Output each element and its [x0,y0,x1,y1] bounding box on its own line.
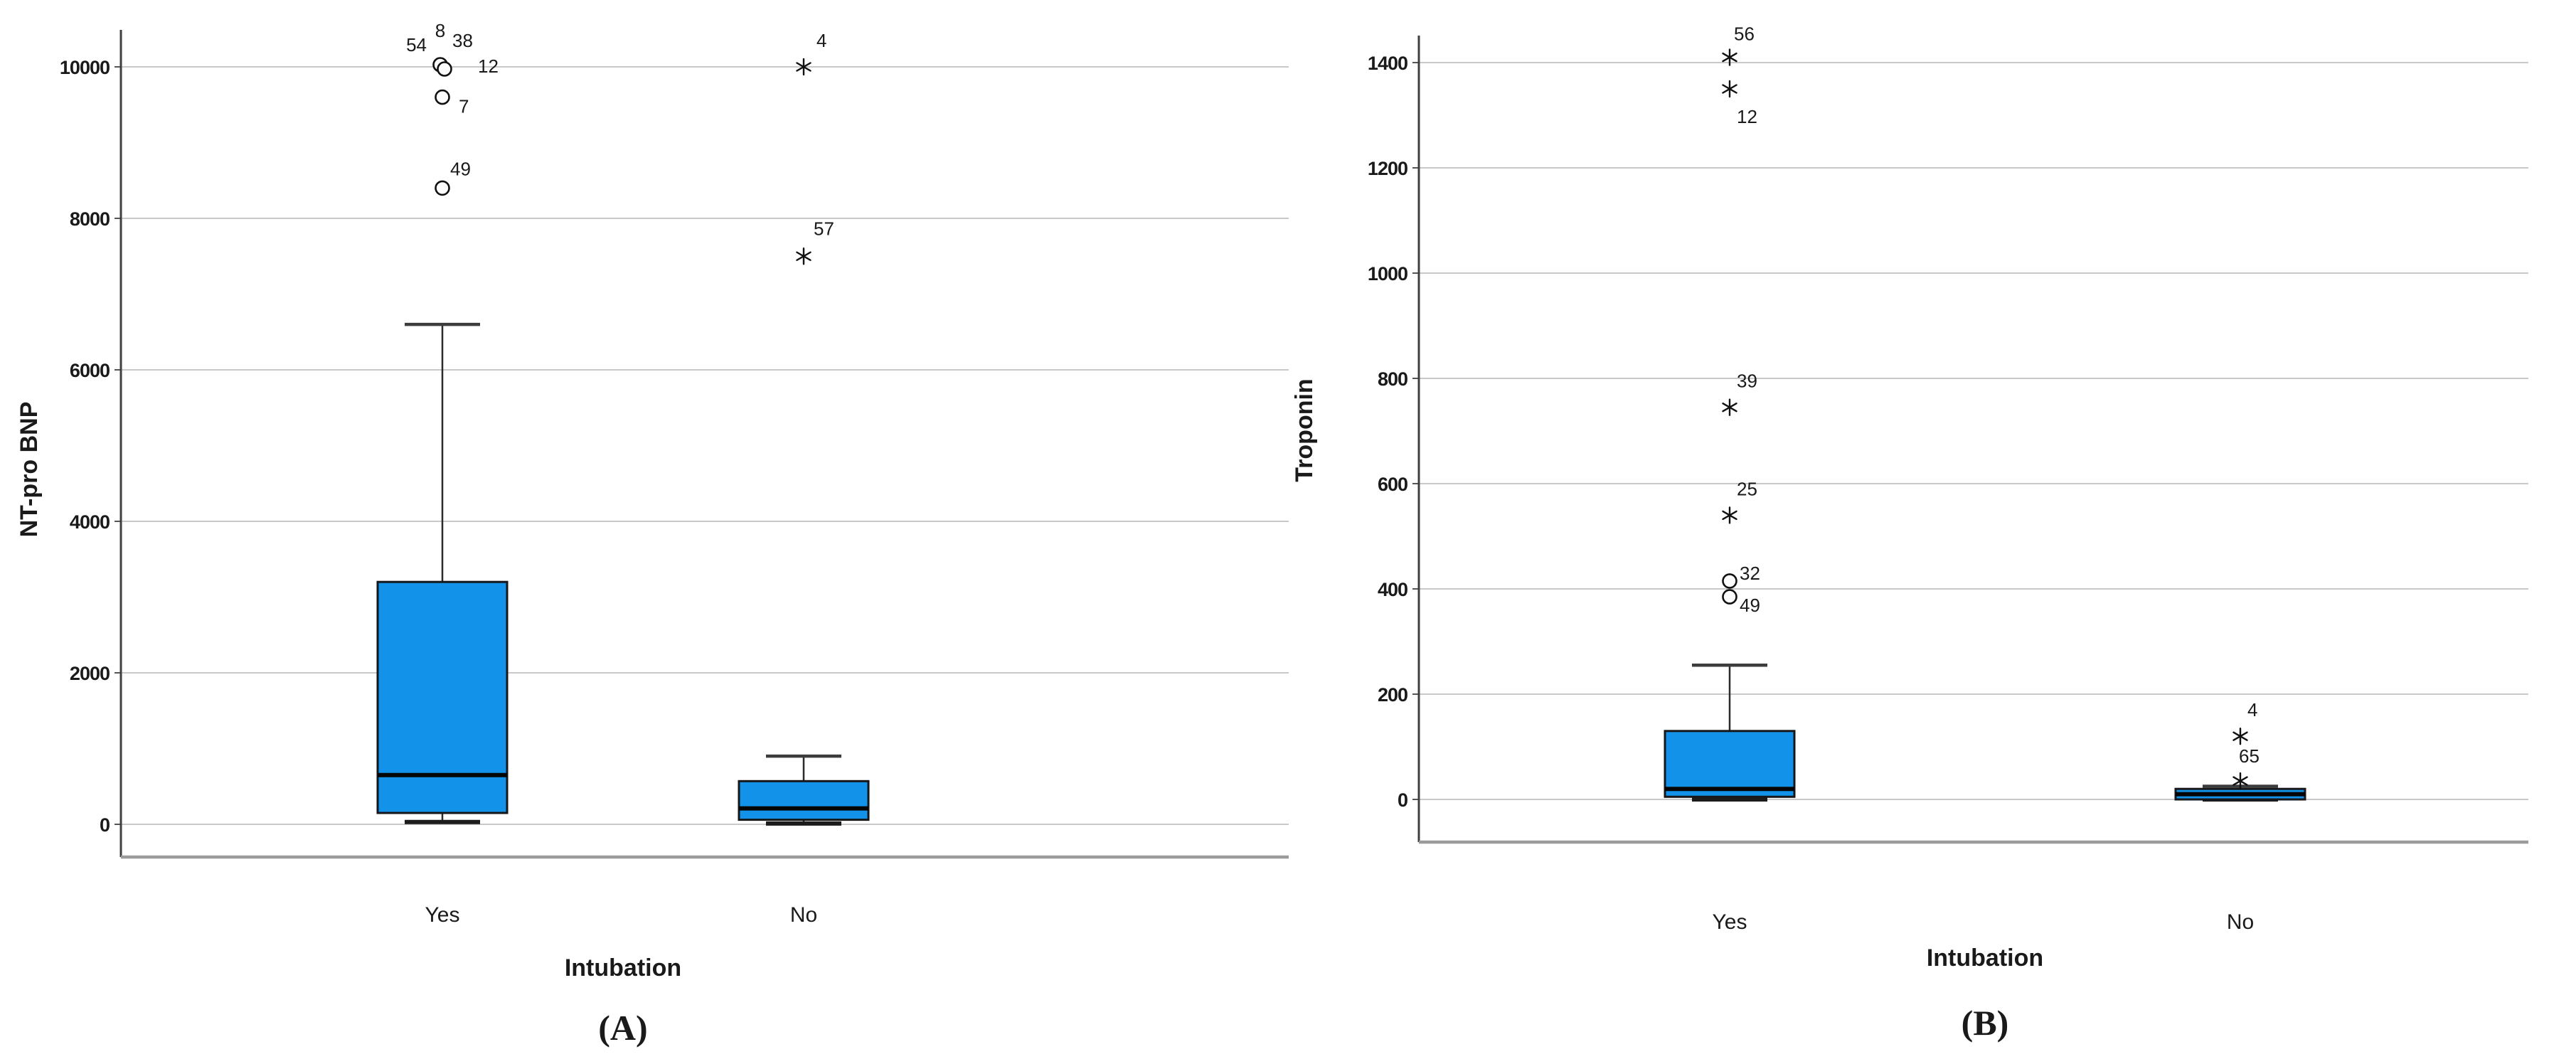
outlier-star [796,62,811,72]
box [376,580,509,814]
outlier-case-label: 12 [478,55,499,77]
panel-caption: (B) [1962,1003,2009,1043]
outlier-circle [437,61,452,77]
box [1664,730,1796,798]
outlier-circle [435,180,450,196]
box [738,780,870,821]
y-axis-title: Troponin [1291,378,1318,482]
outlier-case-label: 49 [1740,595,1760,616]
outlier-case-label: 65 [2239,745,2260,767]
outlier-case-label: 54 [406,34,427,55]
outlier-star [2232,731,2248,741]
outlier-star [796,251,811,261]
outlier-star [1722,510,1737,521]
outlier-case-label: 49 [450,158,471,179]
outlier-case-label: 38 [452,30,473,51]
y-tick-label: 0 [100,814,110,836]
box-group-no: 4 65 [2174,699,2306,802]
y-tick-label: 6000 [70,360,110,381]
outlier-case-label: 25 [1737,478,1757,499]
y-tick-label: 10000 [60,57,110,78]
outlier-star [1722,403,1737,413]
outlier-case-label: 7 [459,96,469,117]
y-tick-label: 1400 [1368,53,1407,74]
panel-caption: (A) [598,1008,647,1048]
y-tick-label: 2000 [70,663,110,684]
y-tick-label: 600 [1378,474,1407,495]
y-tick-label: 1000 [1368,263,1407,284]
y-tick-label: 0 [1398,789,1407,811]
outlier-case-label: 12 [1737,106,1757,127]
y-tick-label: 200 [1378,684,1407,706]
y-tick-label: 400 [1378,579,1407,600]
outlier-circle [1722,573,1737,589]
outlier-star [1722,52,1737,63]
outlier-case-label: 32 [1740,563,1760,584]
outlier-circle [435,89,450,105]
y-tick-label: 8000 [70,208,110,230]
category-label: Yes [425,903,460,927]
outlier-circle [1722,589,1737,605]
outlier-star [2232,776,2248,786]
category-label: No [790,903,817,927]
outlier-case-label: 4 [2247,699,2257,720]
y-tick-label: 4000 [70,511,110,533]
panel-b: 0 200 400 600 800 1000 1200 1400 Troponin 56 12 39 2… [1291,23,2528,1043]
outlier-case-label: 56 [1734,23,1755,45]
y-tick-label: 800 [1378,368,1407,390]
y-tick-label: 1200 [1368,158,1407,179]
y-axis-title: NT-pro BNP [16,402,43,538]
x-axis-title: Intubation [1927,945,2043,972]
outlier-star [1722,84,1737,94]
box-group-no: 4 57 [738,30,870,826]
outlier-case-label: 57 [814,218,834,239]
x-axis-title: Intubation [565,954,681,981]
category-label: Yes [1713,910,1747,934]
box-group-yes: 56 12 39 25 32 49 [1664,23,1796,802]
outlier-case-label: 39 [1737,371,1757,392]
outlier-case-label: 4 [816,30,826,51]
category-label: No [2227,910,2254,934]
outlier-case-label: 8 [435,20,445,41]
